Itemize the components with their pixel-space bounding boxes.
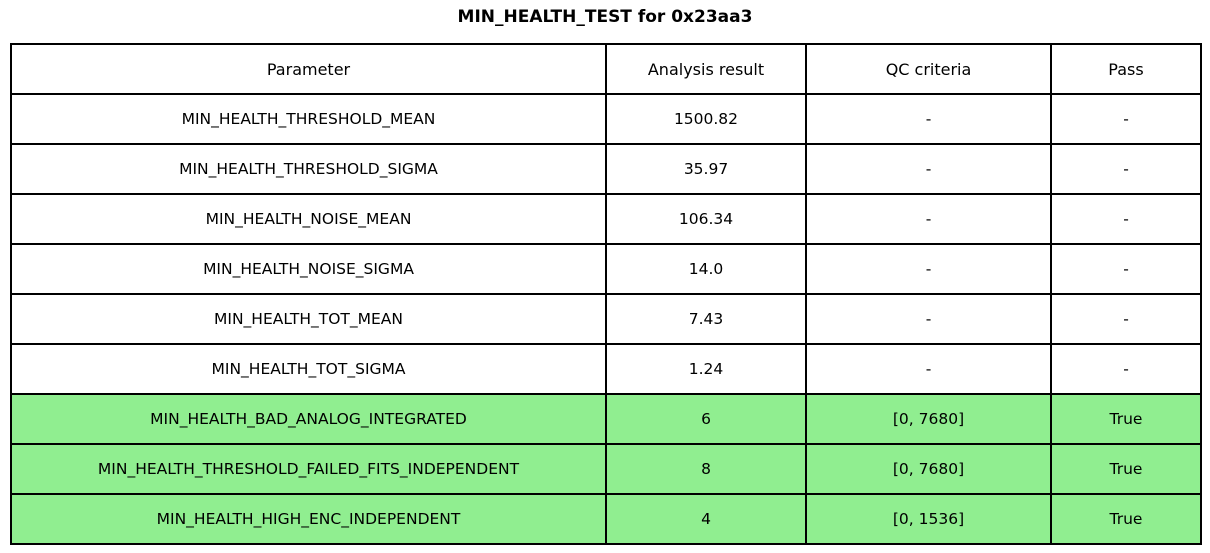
table-row: MIN_HEALTH_NOISE_SIGMA 14.0- - xyxy=(10,243,1202,295)
cell-analysis-result: 8 xyxy=(605,443,807,495)
cell-qc-criteria: - xyxy=(805,193,1052,245)
cell-qc-criteria: - xyxy=(805,243,1052,295)
table-header: Parameter Analysis result QC criteria Pa… xyxy=(10,43,1202,95)
column-header-analysis-result: Analysis result xyxy=(605,43,807,95)
cell-qc-criteria: - xyxy=(805,343,1052,395)
cell-analysis-result: 106.34 xyxy=(605,193,807,245)
cell-qc-criteria: [0, 7680] xyxy=(805,443,1052,495)
table-row: MIN_HEALTH_BAD_ANALOG_INTEGRATED 6 [0, 768… xyxy=(10,393,1202,445)
cell-parameter: MIN_HEALTH_THRESHOLD_FAILED_FITS_INDEPEN… xyxy=(10,443,607,495)
cell-analysis-result: 35.97 xyxy=(605,143,807,195)
table-row: MIN_HEALTH_HIGH_ENC_INDEPENDENT 4 [0, 1536… xyxy=(10,493,1202,545)
cell-pass: - xyxy=(1050,243,1202,295)
cell-parameter: MIN_HEALTH_NOISE_MEAN xyxy=(10,193,607,245)
table-row: MIN_HEALTH_THRESHOLD_MEAN 1500.82- - xyxy=(10,93,1202,145)
cell-qc-criteria: - xyxy=(805,293,1052,345)
table-row: MIN_HEALTH_TOT_SIGMA 1.24- - xyxy=(10,343,1202,395)
cell-qc-criteria: [0, 7680] xyxy=(805,393,1052,445)
cell-qc-criteria: - xyxy=(805,143,1052,195)
cell-pass: - xyxy=(1050,143,1202,195)
cell-analysis-result: 4 xyxy=(605,493,807,545)
qc-results-table: Parameter Analysis result QC criteria Pa… xyxy=(10,43,1202,545)
page-title: MIN_HEALTH_TEST for 0x23aa3 xyxy=(457,7,753,27)
cell-pass: - xyxy=(1050,193,1202,245)
cell-parameter: MIN_HEALTH_THRESHOLD_MEAN xyxy=(10,93,607,145)
cell-analysis-result: 1500.82 xyxy=(605,93,807,145)
cell-pass: True xyxy=(1050,393,1202,445)
table-row: MIN_HEALTH_TOT_MEAN 7.43- - xyxy=(10,293,1202,345)
column-header-parameter: Parameter xyxy=(10,43,607,95)
cell-parameter: MIN_HEALTH_THRESHOLD_SIGMA xyxy=(10,143,607,195)
column-header-pass: Pass xyxy=(1050,43,1202,95)
cell-qc-criteria: - xyxy=(805,93,1052,145)
cell-pass: - xyxy=(1050,343,1202,395)
table-row: MIN_HEALTH_NOISE_MEAN 106.34- - xyxy=(10,193,1202,245)
column-header-qc-criteria: QC criteria xyxy=(805,43,1052,95)
cell-parameter: MIN_HEALTH_TOT_MEAN xyxy=(10,293,607,345)
cell-pass: - xyxy=(1050,293,1202,345)
cell-analysis-result: 7.43 xyxy=(605,293,807,345)
table-row: MIN_HEALTH_THRESHOLD_FAILED_FITS_INDEPEN… xyxy=(10,443,1202,495)
header-row: Parameter Analysis result QC criteria Pa… xyxy=(10,43,1202,95)
cell-parameter: MIN_HEALTH_HIGH_ENC_INDEPENDENT xyxy=(10,493,607,545)
cell-analysis-result: 1.24 xyxy=(605,343,807,395)
cell-parameter: MIN_HEALTH_NOISE_SIGMA xyxy=(10,243,607,295)
cell-analysis-result: 14.0 xyxy=(605,243,807,295)
cell-analysis-result: 6 xyxy=(605,393,807,445)
table-row: MIN_HEALTH_THRESHOLD_SIGMA 35.97- - xyxy=(10,143,1202,195)
cell-pass: True xyxy=(1050,493,1202,545)
cell-pass: - xyxy=(1050,93,1202,145)
cell-qc-criteria: [0, 1536] xyxy=(805,493,1052,545)
cell-pass: True xyxy=(1050,443,1202,495)
cell-parameter: MIN_HEALTH_TOT_SIGMA xyxy=(10,343,607,395)
table-body: MIN_HEALTH_THRESHOLD_MEAN 1500.82- - MIN_HE… xyxy=(10,93,1202,545)
cell-parameter: MIN_HEALTH_BAD_ANALOG_INTEGRATED xyxy=(10,393,607,445)
